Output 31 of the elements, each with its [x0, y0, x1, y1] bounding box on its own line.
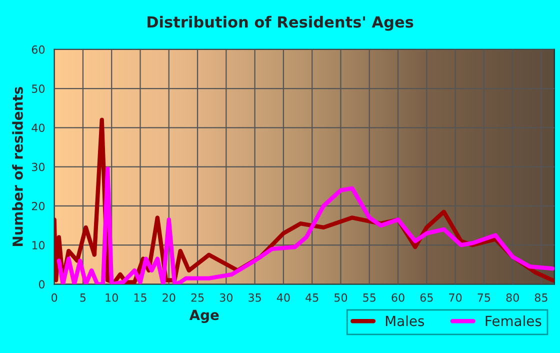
x-tick-label: 20	[162, 293, 176, 302]
x-tick-label: 0	[52, 293, 58, 302]
x-tick-label: 60	[392, 293, 404, 302]
x-tick-label: 85	[534, 293, 548, 302]
y-tick-label: 30	[32, 162, 45, 172]
x-tick-label: 45	[306, 294, 318, 302]
y-axis-title: Number of residents	[12, 87, 23, 246]
x-tick-label: 25	[191, 293, 204, 302]
x-tick-label: 50	[334, 293, 348, 302]
y-tick-label: 20	[32, 202, 45, 210]
chart-title: Distribution of Residents' Ages	[147, 16, 414, 31]
x-tick-label: 55	[363, 294, 376, 302]
y-tick-label: 60	[32, 45, 45, 54]
legend-label: Males	[386, 315, 424, 326]
legend-label: Females	[486, 315, 542, 326]
x-tick-label: 80	[506, 293, 519, 302]
line-series	[56, 166, 554, 284]
x-tick-label: 70	[449, 293, 462, 302]
y-tick-label: 50	[32, 84, 45, 93]
x-tick-label: 75	[478, 294, 490, 302]
y-tick-label: 10	[32, 241, 45, 250]
x-tick-label: 15	[134, 294, 146, 302]
x-tick-label: 65	[420, 293, 433, 302]
x-tick-label: 5	[80, 294, 86, 302]
x-tick-label: 10	[106, 293, 118, 302]
x-tick-label: 30	[220, 293, 232, 302]
x-tick-label: 35	[248, 293, 261, 302]
x-tick-label: 40	[276, 293, 290, 302]
x-axis-title: Age	[189, 310, 219, 323]
y-tick-label: 0	[38, 280, 45, 289]
y-tick-label: 40	[32, 124, 45, 132]
